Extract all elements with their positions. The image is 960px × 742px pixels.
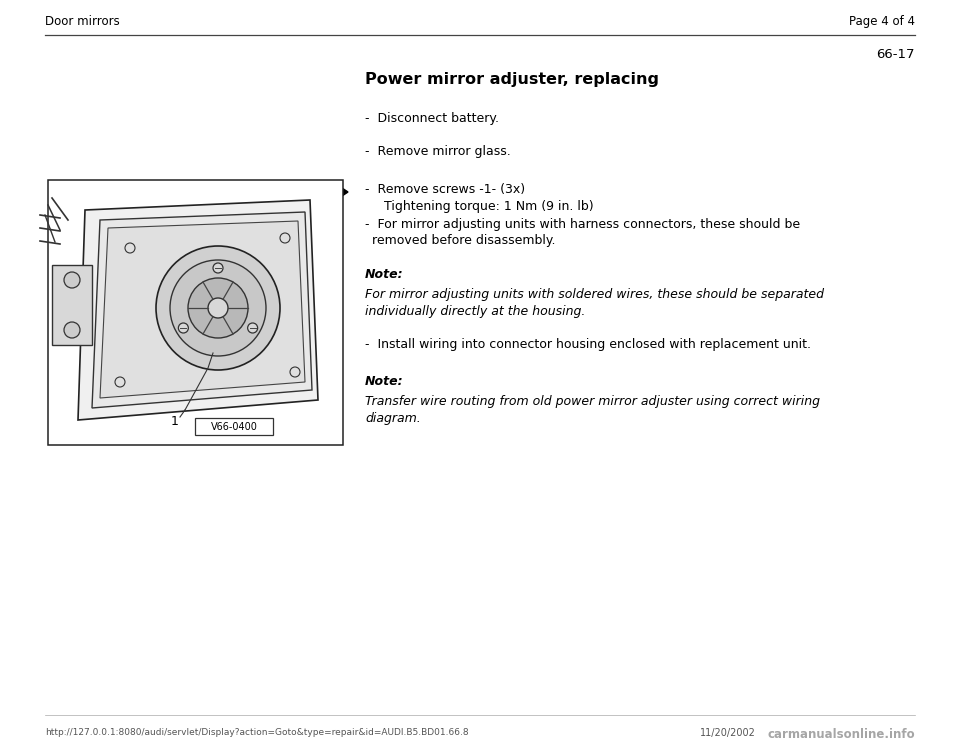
Text: -  Disconnect battery.: - Disconnect battery. [365, 112, 499, 125]
Circle shape [64, 322, 80, 338]
Text: Power mirror adjuster, replacing: Power mirror adjuster, replacing [365, 72, 659, 87]
Text: -  Remove mirror glass.: - Remove mirror glass. [365, 145, 511, 158]
Text: Note:: Note: [365, 268, 403, 281]
Text: 66-17: 66-17 [876, 48, 915, 61]
Circle shape [208, 298, 228, 318]
Circle shape [213, 263, 223, 273]
Text: V66-0400: V66-0400 [210, 421, 257, 432]
Circle shape [188, 278, 248, 338]
Text: 1: 1 [171, 415, 179, 428]
Text: 11/20/2002: 11/20/2002 [700, 728, 756, 738]
Text: Note:: Note: [365, 375, 403, 388]
Text: diagram.: diagram. [365, 412, 420, 425]
Circle shape [290, 367, 300, 377]
Bar [48, 180, 343, 445]
Text: individually directly at the housing.: individually directly at the housing. [365, 305, 586, 318]
Circle shape [125, 243, 135, 253]
Circle shape [179, 323, 188, 333]
Text: carmanualsonline.info: carmanualsonline.info [767, 728, 915, 741]
Circle shape [280, 233, 290, 243]
Circle shape [115, 377, 125, 387]
Text: Tightening torque: 1 Nm (9 in. lb): Tightening torque: 1 Nm (9 in. lb) [372, 200, 593, 213]
Text: -  Install wiring into connector housing enclosed with replacement unit.: - Install wiring into connector housing … [365, 338, 811, 351]
Polygon shape [78, 200, 318, 420]
Polygon shape [92, 212, 312, 408]
Polygon shape [336, 184, 348, 200]
Circle shape [64, 272, 80, 288]
Text: Page 4 of 4: Page 4 of 4 [849, 15, 915, 28]
Text: For mirror adjusting units with soldered wires, these should be separated: For mirror adjusting units with soldered… [365, 288, 824, 301]
Circle shape [248, 323, 257, 333]
Text: http://127.0.0.1:8080/audi/servlet/Display?action=Goto&type=repair&id=AUDI.B5.BD: http://127.0.0.1:8080/audi/servlet/Displ… [45, 728, 468, 737]
Bar [52, 265, 92, 345]
Polygon shape [100, 221, 305, 398]
Text: removed before disassembly.: removed before disassembly. [372, 234, 556, 247]
Text: -  For mirror adjusting units with harness connectors, these should be: - For mirror adjusting units with harnes… [365, 218, 800, 231]
Text: -  Remove screws -1- (3x): - Remove screws -1- (3x) [365, 183, 525, 196]
Circle shape [156, 246, 280, 370]
Text: Door mirrors: Door mirrors [45, 15, 120, 28]
Text: Transfer wire routing from old power mirror adjuster using correct wiring: Transfer wire routing from old power mir… [365, 395, 820, 408]
Bar [195, 418, 273, 435]
Circle shape [170, 260, 266, 356]
